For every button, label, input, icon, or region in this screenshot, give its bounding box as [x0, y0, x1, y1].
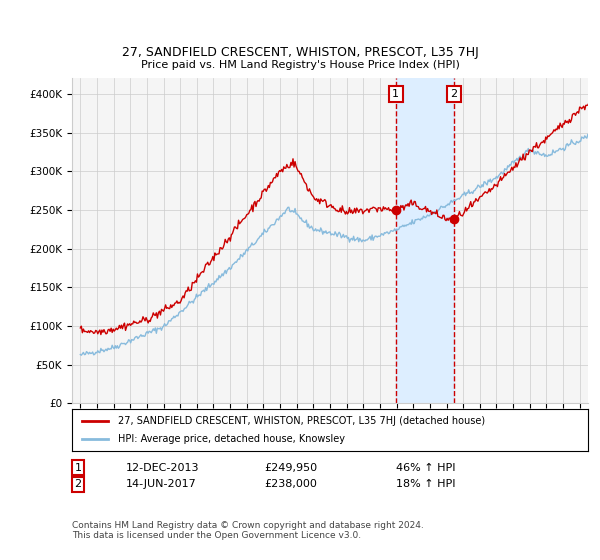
Text: 1: 1 — [392, 89, 399, 99]
Text: 12-DEC-2013: 12-DEC-2013 — [126, 463, 199, 473]
Text: £238,000: £238,000 — [264, 479, 317, 489]
Text: 2: 2 — [74, 479, 82, 489]
Bar — [396, 78, 454, 403]
Text: 14-JUN-2017: 14-JUN-2017 — [126, 479, 197, 489]
Text: 18% ↑ HPI: 18% ↑ HPI — [396, 479, 455, 489]
Text: Price paid vs. HM Land Registry's House Price Index (HPI): Price paid vs. HM Land Registry's House … — [140, 60, 460, 70]
Text: 1: 1 — [74, 463, 82, 473]
Text: 2: 2 — [451, 89, 458, 99]
Text: 46% ↑ HPI: 46% ↑ HPI — [396, 463, 455, 473]
Text: £249,950: £249,950 — [264, 463, 317, 473]
Text: Contains HM Land Registry data © Crown copyright and database right 2024.
This d: Contains HM Land Registry data © Crown c… — [72, 521, 424, 540]
Text: HPI: Average price, detached house, Knowsley: HPI: Average price, detached house, Know… — [118, 434, 346, 444]
Text: 27, SANDFIELD CRESCENT, WHISTON, PRESCOT, L35 7HJ: 27, SANDFIELD CRESCENT, WHISTON, PRESCOT… — [122, 46, 478, 59]
Text: 27, SANDFIELD CRESCENT, WHISTON, PRESCOT, L35 7HJ (detached house): 27, SANDFIELD CRESCENT, WHISTON, PRESCOT… — [118, 416, 485, 426]
